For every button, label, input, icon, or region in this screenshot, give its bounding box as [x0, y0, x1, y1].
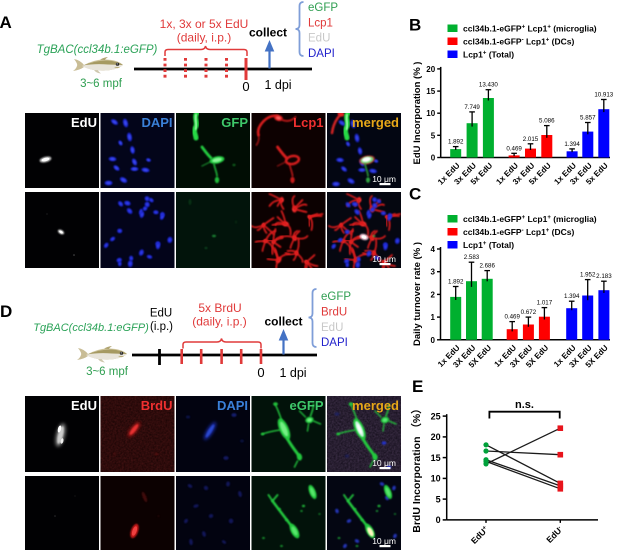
svg-text:BrdU Incorporation （%）: BrdU Incorporation （%） — [410, 403, 423, 533]
svg-text:10.913: 10.913 — [594, 91, 613, 98]
svg-text:10: 10 — [426, 109, 435, 118]
svg-text:TgBAC(ccl34b.1:eGFP): TgBAC(ccl34b.1:eGFP) — [37, 44, 158, 56]
svg-text:10 μm: 10 μm — [372, 458, 396, 468]
svg-text:Lcp1+ (Total): Lcp1+ (Total) — [463, 50, 514, 60]
svg-text:25: 25 — [431, 411, 441, 421]
svg-text:0: 0 — [436, 515, 441, 525]
svg-text:1.892: 1.892 — [448, 139, 464, 146]
svg-text:Lcp1+ (Total): Lcp1+ (Total) — [463, 240, 514, 250]
svg-text:1 dpi: 1 dpi — [279, 366, 306, 380]
svg-text:2.183: 2.183 — [596, 273, 612, 280]
svg-text:0.469: 0.469 — [504, 314, 520, 321]
svg-text:1.394: 1.394 — [564, 141, 580, 148]
svg-text:B: B — [409, 16, 421, 35]
svg-text:(i.p.): (i.p.) — [150, 321, 173, 333]
svg-text:DAPI: DAPI — [217, 398, 248, 413]
svg-text:EdU: EdU — [71, 398, 97, 413]
svg-text:Lcp1: Lcp1 — [293, 115, 323, 130]
svg-text:1.892: 1.892 — [448, 278, 464, 285]
svg-text:15: 15 — [431, 453, 441, 463]
svg-text:1.952: 1.952 — [580, 272, 596, 279]
svg-text:1: 1 — [431, 313, 436, 322]
svg-text:5: 5 — [431, 131, 436, 140]
svg-text:0: 0 — [431, 154, 436, 163]
svg-text:1x, 3x or 5x EdU: 1x, 3x or 5x EdU — [160, 17, 249, 31]
svg-text:20: 20 — [431, 432, 441, 442]
svg-text:eGFP: eGFP — [290, 398, 324, 413]
svg-text:EdU: EdU — [150, 308, 172, 320]
svg-text:10: 10 — [431, 474, 441, 484]
svg-text:20: 20 — [426, 65, 435, 74]
svg-text:EdU: EdU — [71, 115, 97, 130]
svg-text:2.015: 2.015 — [523, 136, 539, 143]
svg-text:(daily, i.p.): (daily, i.p.) — [192, 315, 246, 329]
svg-text:10 μm: 10 μm — [372, 536, 396, 546]
svg-text:Daily turnover rate (% ): Daily turnover rate (% ) — [412, 242, 423, 346]
svg-text:5.086: 5.086 — [539, 118, 555, 125]
svg-text:1.017: 1.017 — [537, 300, 553, 307]
svg-text:2.583: 2.583 — [464, 254, 480, 261]
svg-text:merged: merged — [352, 398, 399, 413]
svg-text:Lcp1: Lcp1 — [308, 17, 333, 29]
svg-text:DAPI: DAPI — [141, 115, 172, 130]
svg-text:D: D — [0, 302, 12, 321]
svg-text:BrdU: BrdU — [321, 306, 347, 318]
svg-text:0.672: 0.672 — [521, 309, 537, 316]
svg-text:5.857: 5.857 — [580, 115, 596, 122]
svg-text:3: 3 — [431, 268, 436, 277]
svg-text:DAPI: DAPI — [308, 48, 335, 60]
svg-text:BrdU: BrdU — [141, 398, 173, 413]
svg-text:10 μm: 10 μm — [372, 174, 396, 184]
svg-text:2: 2 — [431, 290, 436, 299]
svg-text:ccl34b.1-eGFP+ Lcp1+ (microgli: ccl34b.1-eGFP+ Lcp1+ (microglia) — [463, 24, 597, 34]
svg-text:13.430: 13.430 — [479, 82, 498, 89]
svg-text:TgBAC(ccl34b.1:eGFP): TgBAC(ccl34b.1:eGFP) — [33, 322, 149, 334]
svg-text:ccl34b.1-eGFP- Lcp1+ (DCs): ccl34b.1-eGFP- Lcp1+ (DCs) — [463, 227, 575, 237]
svg-text:0: 0 — [431, 336, 436, 345]
svg-text:15: 15 — [426, 87, 435, 96]
svg-text:A: A — [0, 13, 12, 32]
svg-text:collect: collect — [249, 26, 287, 40]
svg-text:2.686: 2.686 — [479, 263, 495, 270]
svg-text:EdU: EdU — [308, 33, 330, 45]
svg-text:ccl34b.1-eGFP- Lcp1+ (DCs): ccl34b.1-eGFP- Lcp1+ (DCs) — [463, 37, 575, 47]
svg-text:5x BrdU: 5x BrdU — [198, 301, 241, 315]
svg-text:C: C — [409, 185, 421, 204]
svg-text:merged: merged — [352, 115, 399, 130]
svg-text:n.s.: n.s. — [515, 399, 534, 411]
svg-text:EdU: EdU — [321, 322, 343, 334]
svg-text:(daily, i.p.): (daily, i.p.) — [177, 31, 231, 45]
svg-text:4: 4 — [431, 245, 436, 254]
svg-text:10 μm: 10 μm — [372, 254, 396, 264]
svg-text:eGFP: eGFP — [321, 291, 351, 303]
svg-text:3~6 mpf: 3~6 mpf — [86, 366, 129, 378]
svg-text:0.469: 0.469 — [506, 145, 522, 152]
svg-text:0: 0 — [257, 365, 264, 380]
svg-text:1 dpi: 1 dpi — [264, 78, 291, 92]
svg-text:E: E — [412, 377, 423, 396]
svg-text:EdU-: EdU- — [544, 524, 565, 545]
svg-text:5: 5 — [436, 494, 441, 504]
svg-text:3~6 mpf: 3~6 mpf — [80, 78, 123, 90]
svg-text:EdU Incorporation (% ): EdU Incorporation (% ) — [412, 62, 423, 165]
svg-text:EdU+: EdU+ — [469, 524, 491, 546]
svg-text:7.749: 7.749 — [464, 104, 480, 111]
svg-text:eGFP: eGFP — [308, 2, 338, 14]
svg-text:0: 0 — [242, 79, 249, 94]
svg-text:DAPI: DAPI — [321, 337, 348, 349]
svg-text:GFP: GFP — [221, 115, 248, 130]
svg-text:ccl34b.1-eGFP+ Lcp1+ (microgli: ccl34b.1-eGFP+ Lcp1+ (microglia) — [463, 214, 597, 224]
svg-text:collect: collect — [264, 315, 302, 329]
svg-text:1.394: 1.394 — [564, 293, 580, 300]
